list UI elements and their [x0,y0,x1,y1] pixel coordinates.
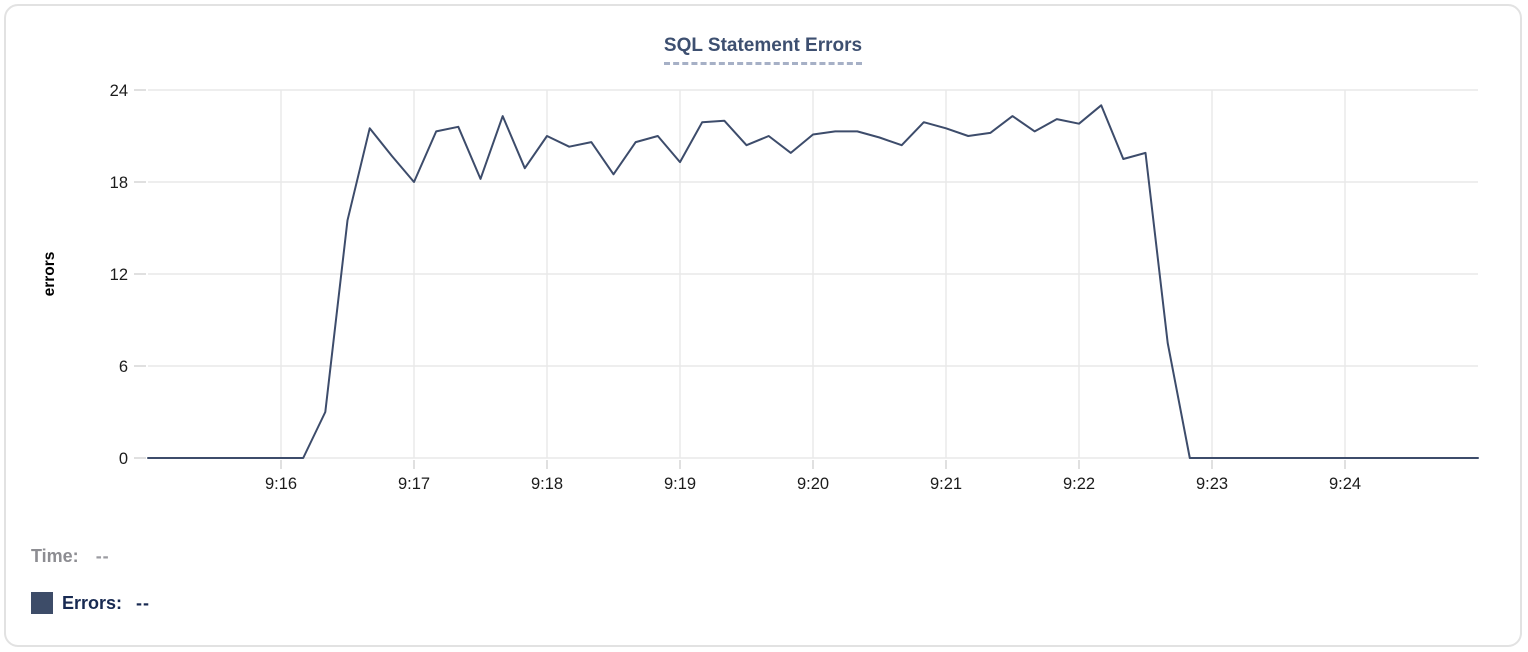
x-tick-label: 9:17 [398,475,430,493]
time-label: Time: [31,546,79,566]
x-tick-label: 9:22 [1063,475,1095,493]
chart-title[interactable]: SQL Statement Errors [663,35,863,65]
errors-line-chart[interactable]: 0 6 12 18 24 9:16 9:17 9:18 9:19 9:20 9:21 9:22 9:23… [6,6,1528,521]
y-tick-label: 6 [119,358,128,376]
errors-value: -- [136,592,151,613]
y-tick-label: 12 [110,266,128,284]
chart-title-wrap: SQL Statement Errors [6,35,1520,65]
x-tick-label: 9:21 [930,475,962,493]
y-tick-label: 18 [110,174,128,192]
x-tick-label: 9:19 [664,475,696,493]
tooltip-time-row: Time: -- [31,546,110,567]
chart-card: 0 6 12 18 24 9:16 9:17 9:18 9:19 9:20 9:21 9:22 9:23… [4,4,1522,647]
x-tick-label: 9:16 [265,475,297,493]
x-tick-label: 9:24 [1329,475,1361,493]
time-value: -- [95,546,110,566]
x-tick-label: 9:23 [1196,475,1228,493]
x-tick-label: 9:20 [797,475,829,493]
errors-label: Errors: [62,592,123,613]
y-tick-label: 24 [110,82,128,100]
tooltip-errors-row: Errors: -- [31,592,150,614]
errors-series-line[interactable] [147,104,1479,459]
y-axis-title: errors [41,252,58,297]
errors-series-swatch [31,592,53,614]
y-tick-label: 0 [119,450,128,468]
x-tick-label: 9:18 [531,475,563,493]
